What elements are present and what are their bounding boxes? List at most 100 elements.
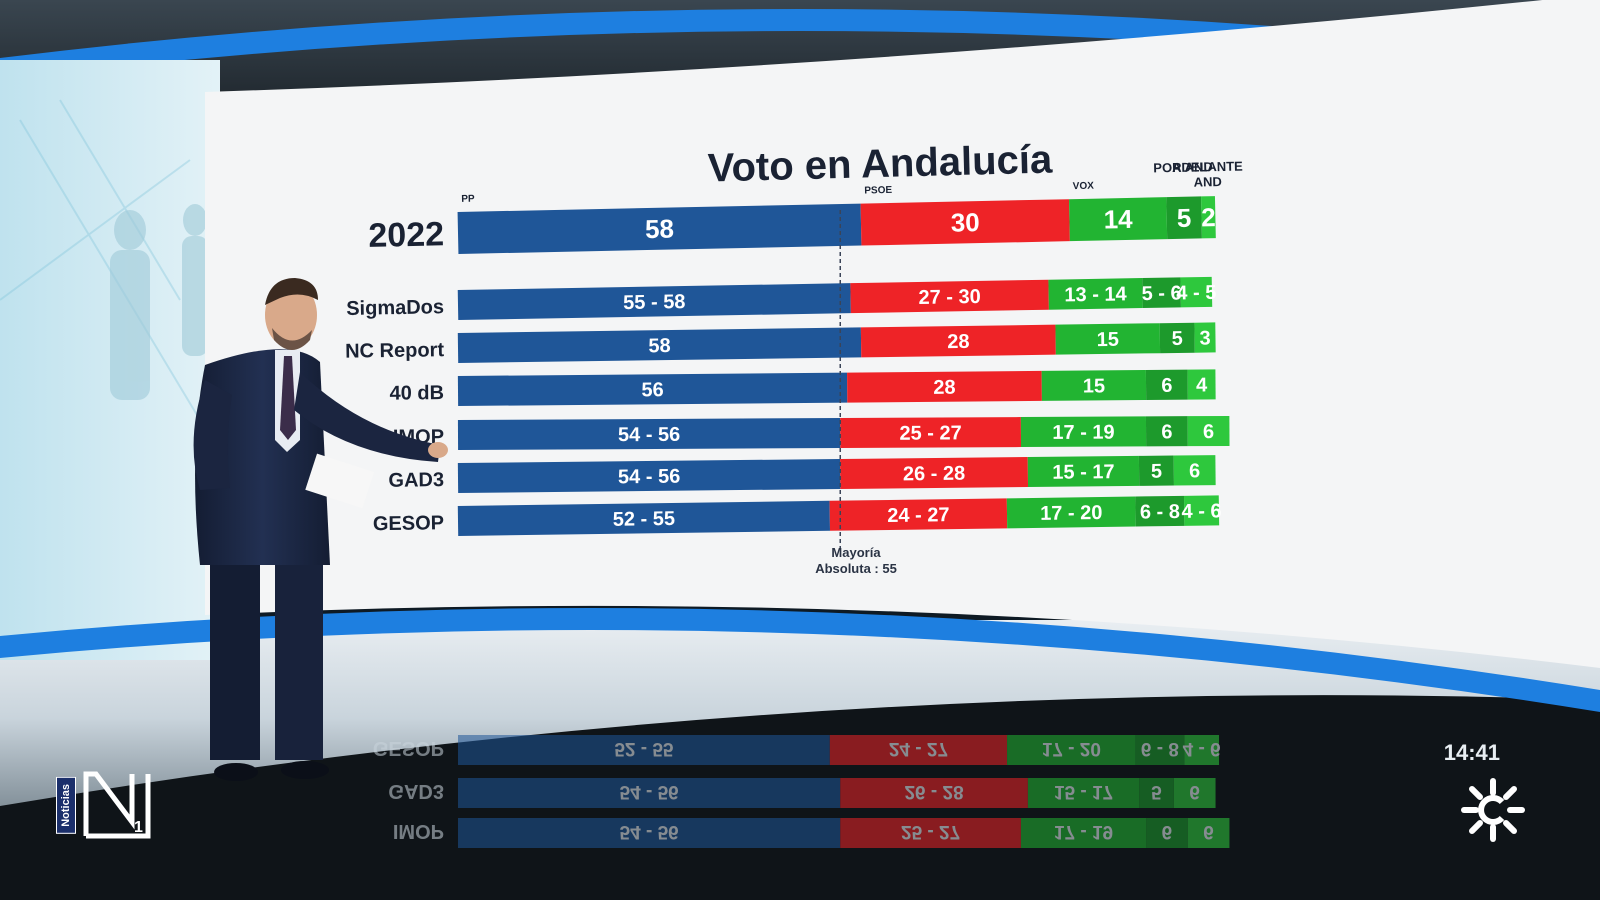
bar-2022-psoe (860, 199, 1070, 246)
reflection-bar-label-gad3-por-and: 5 (1151, 781, 1162, 802)
reflection-bar-gesop-pp (458, 735, 830, 765)
reflection-bar-gad3-por-and (1139, 778, 1174, 808)
channel-logo-left: Noticias 1 (56, 770, 152, 840)
bar-label-gesop-vox: 17 - 20 (1040, 502, 1103, 525)
bar-gesop-pp (457, 500, 830, 536)
bar-imop-por-and (1145, 416, 1188, 447)
bar-label-2022-vox: 14 (1103, 204, 1133, 235)
bar-gad3-adelante-and (1173, 455, 1216, 486)
presenter-hair (265, 278, 318, 305)
presenter-arm-holding (193, 380, 232, 490)
reflection-bar-imop-pp (458, 818, 841, 848)
bar-nc-report-psoe (860, 324, 1056, 358)
reflection-bar-label-gad3-adelante-and: 6 (1189, 781, 1200, 802)
bar-label-sigmados-pp: 55 - 58 (623, 291, 686, 314)
chart-row-gad3: GAD3 54 - 56 26 - 28 15 - 17 5 6 (388, 455, 1216, 493)
reflection-bar-gesop-psoe (829, 735, 1008, 765)
bar-sigmados-pp (457, 283, 851, 320)
reflection-bar-label-imop-por-and: 6 (1162, 821, 1173, 842)
reflection-bar-label-gesop-adelante-and: 4 - 6 (1183, 738, 1221, 759)
reflection-bar-gad3-psoe (840, 778, 1028, 808)
row-label-nc-report: NC Report (345, 339, 445, 362)
presenter-figure (193, 278, 448, 781)
bar-label-2022-psoe: 30 (950, 207, 980, 238)
bar-label-sigmados-psoe: 27 - 30 (918, 286, 981, 309)
ceiling-blue-light (0, 9, 1600, 80)
reflection-label-imop: IMOP (393, 820, 444, 842)
reflection-bar-gesop-adelante-and (1184, 735, 1220, 765)
bar-label-gesop-psoe: 24 - 27 (887, 504, 950, 527)
bar-imop-pp (457, 417, 841, 450)
svg-text:1: 1 (134, 819, 143, 836)
bar-label-40-db-vox: 15 (1083, 375, 1105, 397)
bar-label-sigmados-por-and: 5 - 6 (1141, 282, 1181, 305)
presenter-tie (280, 356, 296, 440)
noticias-tag: Noticias (56, 776, 76, 834)
bar-imop-adelante-and (1187, 415, 1230, 447)
presenter-leg-right (275, 560, 323, 760)
legend-por-and: POR AND (1153, 159, 1213, 175)
presenter-shoe-left (214, 763, 258, 781)
bar-40-db-pp (457, 372, 848, 406)
stage-blue-band (0, 607, 1600, 712)
bar-label-sigmados-vox: 13 - 14 (1064, 283, 1128, 306)
clock: 14:41 (1443, 740, 1500, 765)
legend-adelante-and: ADELANTE (1172, 159, 1243, 175)
reflection-row-imop: 54 - 56 25 - 27 17 - 19 6 6 IMOP (393, 818, 1230, 848)
bar-40-db-por-and (1145, 369, 1188, 400)
bar-label-imop-adelante-and: 6 (1203, 421, 1214, 443)
reflection-bar-label-gad3-vox: 15 - 17 (1054, 781, 1113, 802)
bar-sigmados-psoe (850, 279, 1049, 314)
bar-label-gad3-pp: 54 - 56 (618, 466, 680, 489)
row-label-gad3: GAD3 (388, 469, 444, 492)
reflection-bar-imop-adelante-and (1187, 818, 1230, 848)
reflection-bar-imop-por-and (1146, 818, 1188, 848)
row-label-2022: 2022 (368, 215, 444, 255)
bar-label-40-db-por-and: 6 (1161, 375, 1172, 397)
reflection-bar-label-imop-pp: 54 - 56 (620, 821, 679, 842)
bar-sigmados-vox (1048, 278, 1143, 310)
bar-sigmados-por-and (1142, 277, 1181, 309)
bar-gesop-vox (1006, 496, 1136, 529)
bar-label-imop-vox: 17 - 19 (1052, 422, 1114, 444)
bar-gad3-psoe (840, 457, 1029, 489)
bar-2022-vox (1069, 197, 1168, 242)
bar-label-nc-report-vox: 15 (1096, 329, 1119, 351)
bar-label-gesop-por-and: 6 - 8 (1140, 501, 1180, 524)
bar-label-40-db-pp: 56 (641, 379, 663, 401)
presenter-leg-left (210, 560, 260, 760)
bar-label-2022-pp: 58 (645, 213, 675, 244)
bar-label-imop-pp: 54 - 56 (618, 424, 680, 446)
legend-vox: VOX (1073, 181, 1095, 192)
reflection-bar-gad3-vox (1027, 778, 1140, 808)
bar-gad3-por-and (1138, 455, 1174, 486)
bar-label-gad3-adelante-and: 6 (1189, 460, 1200, 482)
bar-label-2022-por-and: 5 (1177, 203, 1192, 233)
bar-label-nc-report-adelante-and: 3 (1199, 327, 1210, 349)
bar-label-nc-report-psoe: 28 (947, 331, 970, 353)
majority-label-line2: Absoluta : 55 (815, 561, 897, 576)
bar-gad3-vox (1027, 455, 1140, 488)
presenter-beard (272, 328, 312, 350)
bar-label-imop-por-and: 6 (1161, 421, 1172, 443)
presenter-hand (428, 442, 448, 458)
bar-gad3-pp (457, 458, 841, 493)
bar-label-nc-report-pp: 58 (648, 335, 671, 357)
chart-row-nc-report: NC Report 58 28 15 5 3 (345, 322, 1216, 363)
bar-label-40-db-adelante-and: 4 (1196, 374, 1208, 396)
bar-nc-report-adelante-and (1194, 322, 1216, 353)
reflection-bar-label-gesop-psoe: 24 - 27 (889, 738, 948, 759)
reflection-bar-label-gesop-pp: 52 - 55 (614, 738, 674, 759)
bar-sigmados-adelante-and (1180, 276, 1213, 308)
bar-2022-adelante-and (1201, 196, 1216, 239)
bar-imop-psoe (840, 417, 1022, 448)
chart-row-imop: IMOP 54 - 56 25 - 27 17 - 19 6 6 (393, 415, 1230, 450)
row-label-gesop: GESOP (373, 512, 444, 535)
bar-label-gad3-vox: 15 - 17 (1052, 461, 1114, 484)
